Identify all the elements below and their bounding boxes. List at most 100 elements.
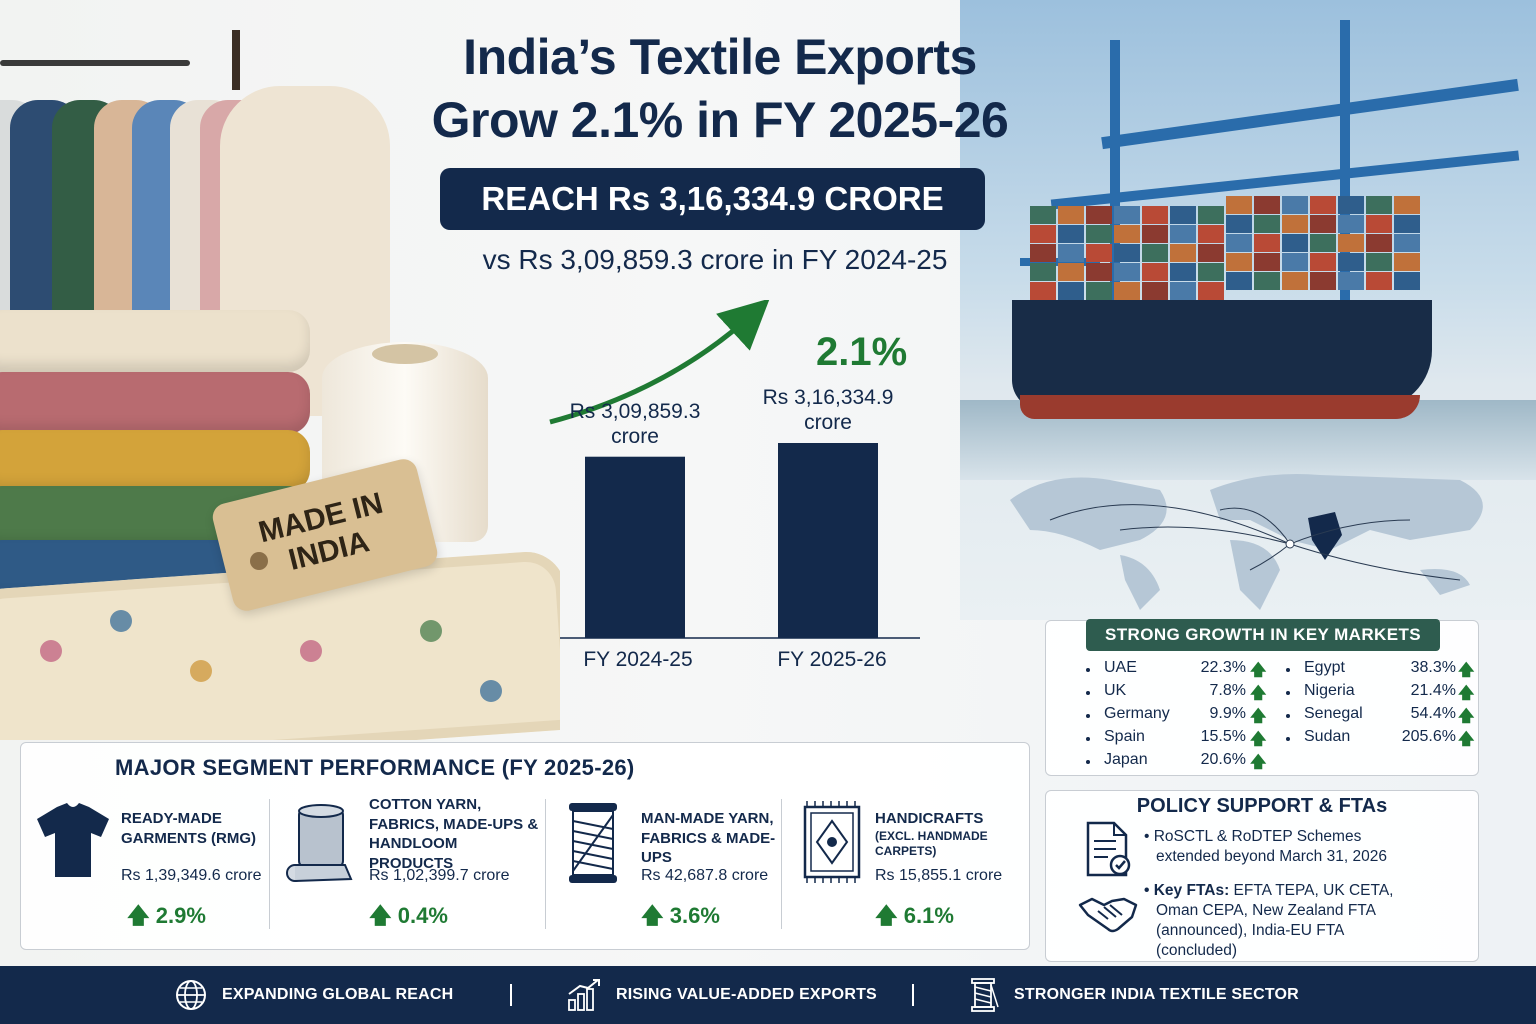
rising-chart-icon xyxy=(568,979,600,1011)
market-name: Japan xyxy=(1104,751,1148,768)
segment-name: READY-MADE GARMENTS (RMG) xyxy=(121,809,256,848)
embroidery-flower xyxy=(300,640,322,662)
crane-boom xyxy=(1101,78,1519,150)
segment-value: Rs 42,687.8 crore xyxy=(641,867,769,884)
up-arrow-icon: 🡅 xyxy=(1458,685,1475,702)
segment-name: MAN-MADE YARN, FABRICS & MADE-UPS xyxy=(641,809,781,868)
segment-growth-value: 0.4% xyxy=(397,903,448,928)
tag-hole xyxy=(250,552,268,570)
bar-value-label: Rs 3,09,859.3 crore xyxy=(545,399,725,449)
embroidery-flower xyxy=(420,620,442,642)
segment-growth: 🡅 0.4% xyxy=(369,903,448,928)
market-growth: 9.9% xyxy=(1209,705,1246,722)
shipping-container xyxy=(1254,196,1280,214)
shipping-container xyxy=(1058,263,1084,281)
shipping-container xyxy=(1394,196,1420,214)
thread-spool-icon xyxy=(971,978,999,1012)
segment-name-line: COTTON YARN, xyxy=(369,796,482,813)
segment-growth: 🡅 3.6% xyxy=(641,903,720,928)
up-arrow-icon: 🡅 xyxy=(1458,708,1475,725)
bullet-dot xyxy=(1286,737,1290,741)
shipping-container xyxy=(1030,282,1056,300)
embroidery-flower xyxy=(40,640,62,662)
segment-name-line: FABRICS, MADE-UPS & xyxy=(369,815,539,833)
title-line-2: Grow 2.1% in FY 2025-26 xyxy=(431,91,1009,148)
bar-value-line: Rs 3,16,334.9 xyxy=(762,386,894,409)
shipping-container xyxy=(1142,263,1168,281)
policy-line: extended beyond March 31, 2026 xyxy=(1156,848,1387,866)
segment-name: COTTON YARN, FABRICS, MADE-UPS & HANDLOO… xyxy=(369,795,545,873)
shipping-container xyxy=(1030,244,1056,262)
shipping-container xyxy=(1142,225,1168,243)
market-growth: 38.3% xyxy=(1410,659,1456,676)
market-name: Egypt xyxy=(1304,659,1345,676)
segment-growth: 🡅 6.1% xyxy=(875,903,954,928)
footer-label: STRONGER INDIA TEXTILE SECTOR xyxy=(1014,986,1299,1003)
document-check-icon xyxy=(1086,821,1131,877)
shipping-container xyxy=(1226,253,1252,271)
shipping-container xyxy=(1282,272,1308,290)
bar-value-label: Rs 3,16,334.9 crore xyxy=(738,385,918,435)
segment-value: Rs 1,02,399.7 crore xyxy=(369,867,510,884)
shipping-container xyxy=(1198,225,1224,243)
segment-divider xyxy=(781,799,782,929)
market-name: UAE xyxy=(1104,659,1137,676)
footer-separator xyxy=(510,984,512,1006)
shipping-container xyxy=(1310,196,1336,214)
bar-value-unit: crore xyxy=(804,411,852,435)
tshirt-icon xyxy=(37,803,109,877)
shipping-container xyxy=(1366,215,1392,233)
market-growth: 205.6% xyxy=(1401,728,1456,745)
shipping-container xyxy=(1030,206,1056,224)
yarn-spool-icon xyxy=(569,803,617,883)
shipping-container xyxy=(1114,263,1140,281)
segment-item: COTTON YARN, FABRICS, MADE-UPS & HANDLOO… xyxy=(285,795,545,935)
policy-bullet-schemes: • RoSCTL & RoDTEP Schemes extended beyon… xyxy=(1144,827,1387,867)
bullet-dot xyxy=(1086,760,1090,764)
market-row: UK 7.8% 🡅 xyxy=(1086,682,1286,704)
fabric-fold xyxy=(0,372,310,434)
crane-leg xyxy=(1110,40,1120,310)
category-label: FY 2025-26 xyxy=(777,648,887,671)
shipping-container xyxy=(1058,225,1084,243)
market-row: Senegal 54.4% 🡅 xyxy=(1286,705,1486,727)
market-row: Nigeria 21.4% 🡅 xyxy=(1286,682,1486,704)
cargo-ship-hull xyxy=(1012,300,1432,410)
comparison-subline: vs Rs 3,09,859.3 crore in FY 2024-25 xyxy=(482,244,948,275)
footer-item-stronger-sector: STRONGER INDIA TEXTILE SECTOR xyxy=(968,966,1299,1024)
shipping-container xyxy=(1226,215,1252,233)
shipping-container xyxy=(1114,225,1140,243)
shipping-container xyxy=(1086,263,1112,281)
segment-growth-value: 2.9% xyxy=(155,903,206,928)
footer-item-global-reach: EXPANDING GLOBAL REACH xyxy=(174,966,453,1024)
segment-growth-value: 3.6% xyxy=(669,903,720,928)
shipping-container xyxy=(1366,196,1392,214)
clothes-rack xyxy=(0,60,190,66)
shipping-container xyxy=(1310,253,1336,271)
segment-item: HANDICRAFTS (EXCL. HANDMADE CARPETS) Rs … xyxy=(797,795,1027,935)
shipping-container xyxy=(1114,282,1140,300)
port-ship-photo xyxy=(960,0,1536,620)
key-markets-title: STRONG GROWTH IN KEY MARKETS xyxy=(1086,619,1440,651)
segment-name-line: FABRICS & MADE-UPS xyxy=(641,829,776,867)
shipping-container xyxy=(1366,253,1392,271)
shipping-container xyxy=(1142,206,1168,224)
shipping-container xyxy=(1338,253,1364,271)
shipping-container xyxy=(1282,196,1308,214)
title-line-1: India’s Textile Exports xyxy=(463,29,977,85)
shipping-container xyxy=(1338,196,1364,214)
market-growth: 54.4% xyxy=(1410,705,1456,722)
shipping-container xyxy=(1114,206,1140,224)
shipping-container xyxy=(1086,206,1112,224)
fabric-fold xyxy=(0,310,310,372)
segment-name-line: HANDLOOM PRODUCTS xyxy=(369,835,458,872)
shipping-container xyxy=(1226,234,1252,252)
bullet-dot xyxy=(1286,668,1290,672)
embroidery-flower xyxy=(190,660,212,682)
segment-name-line: (EXCL. HANDMADE CARPETS) xyxy=(875,828,988,859)
shipping-container xyxy=(1198,282,1224,300)
segment-name: HANDICRAFTS (EXCL. HANDMADE CARPETS) xyxy=(875,809,1027,860)
market-name: Senegal xyxy=(1304,705,1363,722)
shipping-container xyxy=(1338,215,1364,233)
market-name: Spain xyxy=(1104,728,1145,745)
